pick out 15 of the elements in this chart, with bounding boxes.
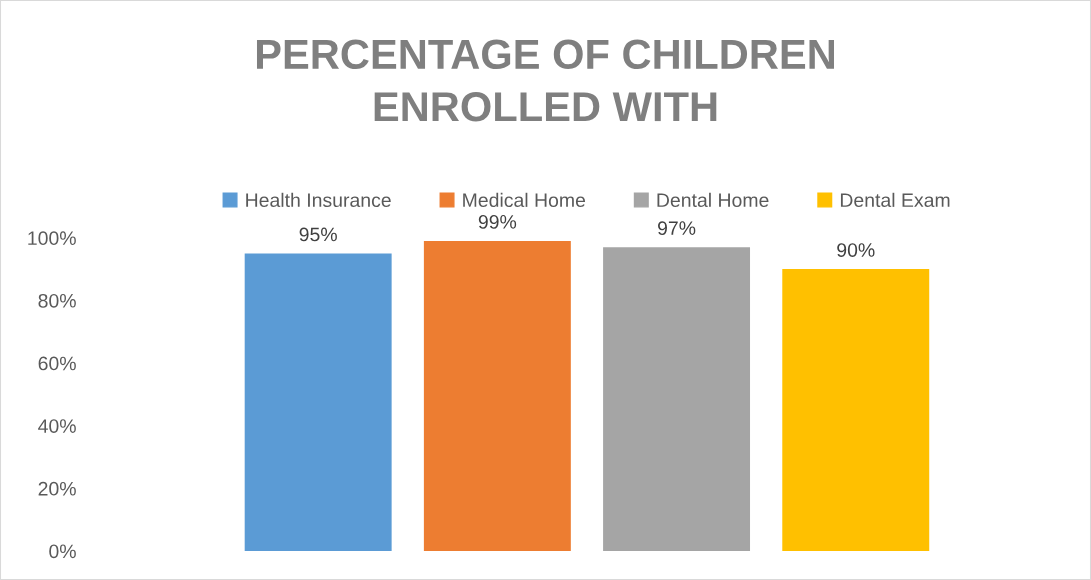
legend-label: Dental Home (657, 192, 769, 208)
data-label: 95% (299, 227, 337, 242)
y-tick-label: 60% (38, 356, 76, 371)
y-tick-label: 100% (28, 231, 76, 246)
y-tick-label: 20% (38, 481, 76, 496)
y-tick-label: 80% (38, 293, 76, 308)
data-label: 90% (837, 243, 875, 257)
legend-label: Dental Exam (840, 192, 950, 208)
data-label: 97% (658, 221, 696, 236)
data-label: 99% (478, 214, 517, 229)
legend-label: Health Insurance (246, 192, 391, 208)
y-tick-label: 0% (49, 544, 76, 559)
y-tick-label: 40% (38, 419, 76, 433)
chart-title: PERCENTAGE OF CHILDREN ENROLLED WITH (256, 39, 834, 122)
legend-label: Medical Home (463, 192, 586, 208)
